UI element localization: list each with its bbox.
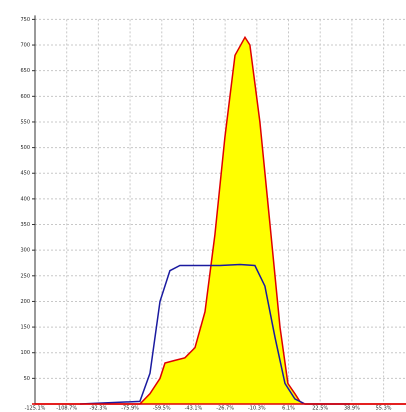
line <box>35 35 406 405</box>
x-tick-label: -92.3% <box>90 406 108 412</box>
x-tick-label: -26.7% <box>216 406 234 412</box>
x-tick-label: 55.3% <box>376 406 392 412</box>
y-tick-label: 300 <box>20 248 30 254</box>
x-tick-label: -43.1% <box>185 406 203 412</box>
x-tick-label: -59.5% <box>153 406 171 412</box>
y-tick-label: 200 <box>20 299 30 305</box>
x-tick-label: 38.9% <box>344 406 360 412</box>
x-tick-label: -108.7% <box>56 406 77 412</box>
y-tick-label: 350 <box>20 222 30 228</box>
y-tick-label: 750 <box>20 17 30 23</box>
x-tick-label: -10.3% <box>248 406 266 412</box>
x-tick-label: 22.5% <box>312 406 328 412</box>
y-tick-label: 600 <box>20 94 30 100</box>
y-tick-label: 550 <box>20 119 30 125</box>
line <box>79 263 350 405</box>
y-tick-label: 500 <box>20 145 30 151</box>
y-tick-label: 250 <box>20 273 30 279</box>
y-tick-label: 50 <box>24 376 30 382</box>
x-tick-label: 6.1% <box>282 406 295 412</box>
y-tick-label: 650 <box>20 68 30 74</box>
x-tick-label: -125.1% <box>25 406 46 412</box>
y-tick-label: 400 <box>20 196 30 202</box>
area <box>35 37 406 405</box>
y-tick-label: 700 <box>20 43 30 49</box>
y-tick-label: 150 <box>20 325 30 331</box>
y-tick-label: 100 <box>20 350 30 356</box>
y-tick-label: 450 <box>20 171 30 177</box>
x-tick-label: -75.9% <box>121 406 139 412</box>
